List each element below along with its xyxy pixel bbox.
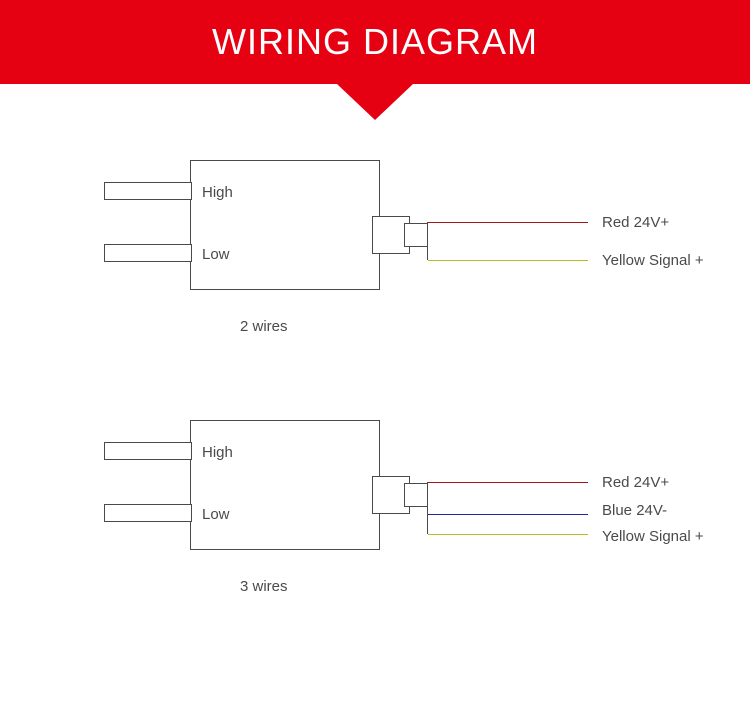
wire-red — [428, 222, 588, 223]
wire-blue — [428, 514, 588, 515]
terminal-high — [104, 442, 192, 460]
port-label-high: High — [202, 444, 233, 461]
wire-label-red: Red 24V+ — [602, 474, 669, 491]
header-bar: WIRING DIAGRAM — [0, 0, 750, 84]
port-label-high: High — [202, 184, 233, 201]
header-title: WIRING DIAGRAM — [212, 21, 538, 63]
connector-inner — [404, 223, 428, 247]
wire-label-yellow: Yellow Signal + — [602, 252, 704, 269]
wire-red — [428, 482, 588, 483]
terminal-low — [104, 504, 192, 522]
connector-inner — [404, 483, 428, 507]
terminal-high — [104, 182, 192, 200]
diagram-caption: 2 wires — [240, 318, 288, 335]
wire-label-blue: Blue 24V- — [602, 502, 667, 519]
port-label-low: Low — [202, 506, 230, 523]
wire-yellow — [428, 260, 588, 261]
port-label-low: Low — [202, 246, 230, 263]
terminal-low — [104, 244, 192, 262]
wire-yellow — [428, 534, 588, 535]
sensor-box — [190, 420, 380, 550]
header-pointer-icon — [337, 84, 413, 120]
diagram-two-wire: High Low Red 24V+ Yellow Signal + 2 wires — [0, 160, 750, 360]
wire-label-yellow: Yellow Signal + — [602, 528, 704, 545]
sensor-box — [190, 160, 380, 290]
diagram-caption: 3 wires — [240, 578, 288, 595]
diagram-three-wire: High Low Red 24V+ Blue 24V- Yellow Signal + 3… — [0, 420, 750, 620]
wire-join-stub — [427, 482, 428, 534]
wire-join-stub — [427, 222, 428, 260]
wire-label-red: Red 24V+ — [602, 214, 669, 231]
